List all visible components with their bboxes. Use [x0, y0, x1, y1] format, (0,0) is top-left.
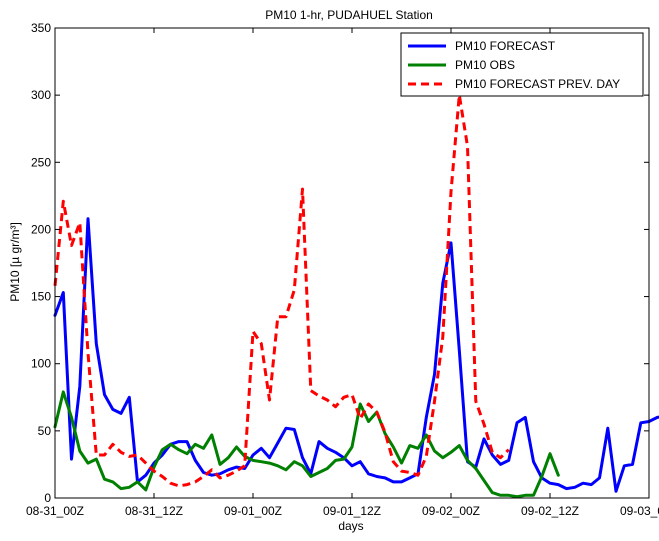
x-tick-label: 09-02_00Z: [422, 504, 480, 518]
y-axis-label: PM10 [µ gr/m³]: [8, 222, 22, 302]
x-axis-label: days: [338, 519, 363, 533]
plot-area: [53, 93, 659, 499]
chart-title: PM10 1-hr, PUDAHUEL Station: [265, 8, 433, 22]
y-tick-label: 0: [44, 491, 51, 505]
y-tick-label: 300: [31, 88, 51, 102]
series-line-2: [53, 390, 560, 499]
legend: PM10 FORECAST PM10 OBS PM10 FORECAST PREV.…: [400, 32, 644, 97]
x-tick-label: 09-02_12Z: [521, 504, 579, 518]
series-line-3: [53, 93, 510, 488]
legend-label-3: PM10 FORECAST PREV. DAY: [455, 77, 620, 91]
legend-label-2: PM10 OBS: [455, 58, 515, 72]
y-tick-label: 50: [38, 424, 52, 438]
x-tick-label: 09-01_00Z: [224, 504, 282, 518]
axes-frame: [54, 27, 650, 499]
y-tick-label: 100: [31, 357, 51, 371]
x-tick-label: 08-31_12Z: [125, 504, 183, 518]
y-tick-label: 350: [31, 21, 51, 35]
x-tick-label: 08-31_00Z: [26, 504, 84, 518]
legend-label-1: PM10 FORECAST: [455, 39, 556, 53]
axis-ticks: 0 50 100 150 200 250 300 350 08-31_00Z 08-31_12Z 0…: [26, 21, 659, 518]
y-tick-label: 150: [31, 290, 51, 304]
x-tick-label: 09-03_00Z: [620, 504, 659, 518]
series-line-1: [53, 217, 659, 493]
y-tick-label: 250: [31, 155, 51, 169]
x-tick-label: 09-01_12Z: [323, 504, 381, 518]
y-tick-label: 200: [31, 222, 51, 236]
